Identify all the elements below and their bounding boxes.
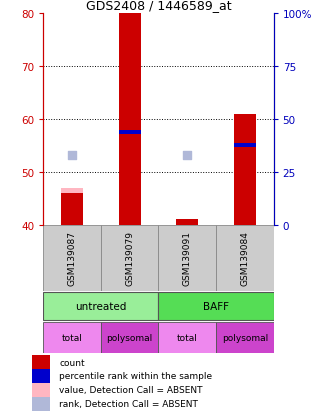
- Bar: [234, 144, 256, 148]
- Bar: [101, 225, 158, 291]
- Bar: [43, 225, 101, 291]
- Text: polysomal: polysomal: [222, 333, 268, 342]
- Bar: [43, 322, 101, 353]
- Text: total: total: [61, 333, 83, 342]
- Text: total: total: [177, 333, 198, 342]
- Text: count: count: [59, 358, 85, 367]
- Bar: [119, 14, 140, 225]
- Bar: [61, 188, 83, 225]
- Bar: [32, 369, 50, 383]
- Title: GDS2408 / 1446589_at: GDS2408 / 1446589_at: [85, 0, 231, 12]
- Bar: [158, 322, 216, 353]
- Point: [185, 152, 190, 159]
- Bar: [43, 293, 158, 320]
- Bar: [176, 220, 198, 225]
- Text: GSM139087: GSM139087: [68, 231, 76, 285]
- Bar: [101, 322, 158, 353]
- Point: [69, 152, 75, 159]
- Bar: [234, 114, 256, 225]
- Text: value, Detection Call = ABSENT: value, Detection Call = ABSENT: [59, 386, 203, 394]
- Bar: [32, 397, 50, 411]
- Bar: [32, 355, 50, 369]
- Bar: [119, 131, 140, 135]
- Bar: [158, 293, 274, 320]
- Bar: [61, 193, 83, 225]
- Bar: [216, 322, 274, 353]
- Text: GSM139084: GSM139084: [240, 231, 249, 285]
- Text: untreated: untreated: [75, 301, 126, 312]
- Text: GSM139079: GSM139079: [125, 231, 134, 285]
- Text: BAFF: BAFF: [203, 301, 229, 312]
- Text: GSM139091: GSM139091: [183, 231, 192, 285]
- Bar: [158, 225, 216, 291]
- Text: percentile rank within the sample: percentile rank within the sample: [59, 372, 212, 380]
- Bar: [176, 220, 198, 225]
- Text: polysomal: polysomal: [107, 333, 153, 342]
- Bar: [216, 225, 274, 291]
- Bar: [32, 383, 50, 397]
- Text: rank, Detection Call = ABSENT: rank, Detection Call = ABSENT: [59, 399, 198, 408]
